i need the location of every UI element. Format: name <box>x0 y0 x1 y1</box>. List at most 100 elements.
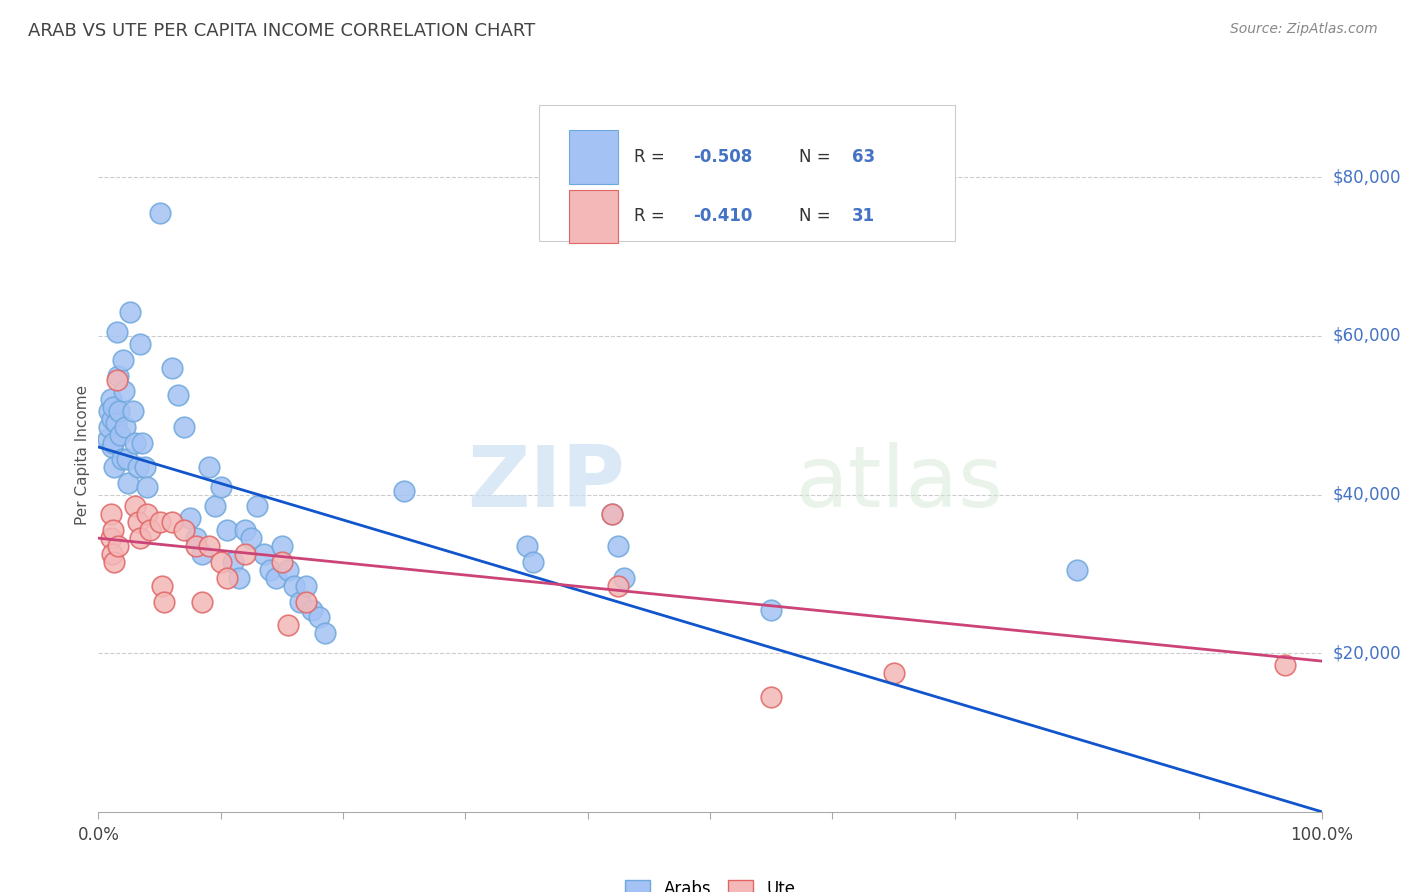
Point <box>204 500 226 514</box>
Point <box>1274 658 1296 673</box>
Text: $20,000: $20,000 <box>1333 644 1402 662</box>
Point <box>101 523 124 537</box>
Point <box>186 531 208 545</box>
Point <box>191 594 214 608</box>
Point <box>105 325 128 339</box>
Point <box>98 404 121 418</box>
Text: N =: N = <box>800 208 837 226</box>
Point <box>515 539 537 553</box>
Point <box>197 539 219 553</box>
Point <box>124 500 146 514</box>
Point <box>100 392 122 407</box>
Point <box>160 516 183 530</box>
Point <box>301 602 323 616</box>
Text: $80,000: $80,000 <box>1333 169 1402 186</box>
Point <box>283 579 305 593</box>
Point <box>112 384 135 399</box>
Point <box>173 420 195 434</box>
Text: ARAB VS UTE PER CAPITA INCOME CORRELATION CHART: ARAB VS UTE PER CAPITA INCOME CORRELATIO… <box>28 22 536 40</box>
Point <box>613 571 636 585</box>
Point <box>100 531 122 545</box>
Point <box>197 459 219 474</box>
Point <box>308 610 330 624</box>
Point <box>153 594 176 608</box>
FancyBboxPatch shape <box>569 190 619 244</box>
Text: R =: R = <box>634 208 671 226</box>
Point <box>277 618 299 632</box>
Point <box>100 508 122 522</box>
Point <box>252 547 274 561</box>
Point <box>120 305 142 319</box>
Point <box>111 451 134 466</box>
Point <box>607 539 630 553</box>
Point <box>761 602 783 616</box>
Point <box>1066 563 1088 577</box>
Point <box>228 571 250 585</box>
Point <box>215 571 238 585</box>
Point <box>107 539 129 553</box>
Point <box>150 579 173 593</box>
Point <box>134 459 156 474</box>
Point <box>761 690 783 704</box>
Point <box>160 360 183 375</box>
Point <box>101 412 124 426</box>
Point <box>246 500 269 514</box>
Point <box>115 451 138 466</box>
Point <box>149 516 172 530</box>
Point <box>108 404 131 418</box>
Point <box>295 579 318 593</box>
Point <box>392 483 416 498</box>
Point <box>522 555 544 569</box>
Point <box>149 206 172 220</box>
Point <box>136 508 159 522</box>
Point <box>290 594 312 608</box>
Text: ZIP: ZIP <box>467 442 624 525</box>
Point <box>600 508 623 522</box>
Point <box>167 388 190 402</box>
Text: $60,000: $60,000 <box>1333 327 1402 345</box>
Point <box>114 420 136 434</box>
Point <box>127 459 149 474</box>
Point <box>173 523 195 537</box>
Point <box>136 480 159 494</box>
Text: -0.508: -0.508 <box>693 148 752 166</box>
Point <box>117 475 139 490</box>
Text: N =: N = <box>800 148 837 166</box>
Point <box>179 511 201 525</box>
Point <box>121 404 143 418</box>
Point <box>101 440 124 454</box>
Point <box>607 579 630 593</box>
Text: -0.410: -0.410 <box>693 208 752 226</box>
Text: Source: ZipAtlas.com: Source: ZipAtlas.com <box>1230 22 1378 37</box>
Point <box>101 547 124 561</box>
FancyBboxPatch shape <box>538 105 955 241</box>
FancyBboxPatch shape <box>569 130 619 184</box>
Text: atlas: atlas <box>796 442 1004 525</box>
Point <box>104 416 127 430</box>
Point <box>233 547 256 561</box>
Point <box>600 508 623 522</box>
Text: R =: R = <box>634 148 671 166</box>
Text: $40,000: $40,000 <box>1333 485 1402 504</box>
Point <box>105 373 128 387</box>
Point <box>191 547 214 561</box>
Text: 31: 31 <box>852 208 875 226</box>
Point <box>107 368 129 383</box>
Point <box>186 539 208 553</box>
Point <box>264 571 287 585</box>
Point <box>124 436 146 450</box>
Point <box>129 531 152 545</box>
Point <box>101 401 124 415</box>
Point <box>127 516 149 530</box>
Point <box>97 432 120 446</box>
Point <box>103 555 125 569</box>
Point <box>209 555 232 569</box>
Point <box>240 531 263 545</box>
Text: 63: 63 <box>852 148 875 166</box>
Point <box>270 555 294 569</box>
Point <box>110 428 132 442</box>
Point <box>222 555 245 569</box>
Legend: Arabs, Ute: Arabs, Ute <box>619 873 801 892</box>
Point <box>131 436 153 450</box>
Point <box>295 594 318 608</box>
